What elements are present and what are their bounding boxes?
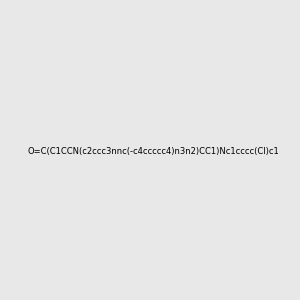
Text: O=C(C1CCN(c2ccc3nnc(-c4ccccc4)n3n2)CC1)Nc1cccc(Cl)c1: O=C(C1CCN(c2ccc3nnc(-c4ccccc4)n3n2)CC1)N… (28, 147, 280, 156)
